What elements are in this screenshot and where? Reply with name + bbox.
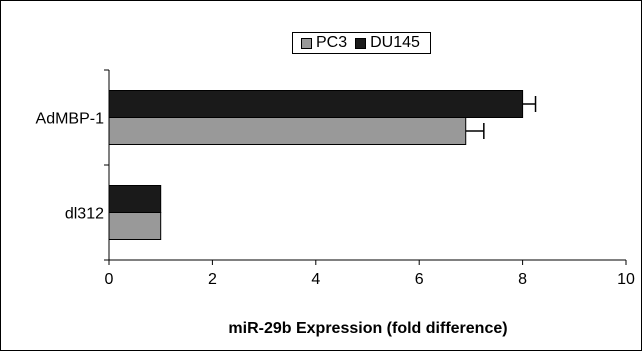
bar-du145-dl312 bbox=[108, 185, 162, 213]
bar-du145-admbp-1 bbox=[108, 90, 524, 118]
x-tick-label-0: 0 bbox=[105, 271, 114, 288]
x-axis-title: miR-29b Expression (fold difference) bbox=[228, 320, 507, 337]
legend-item-du145: DU145 bbox=[355, 34, 420, 52]
bar-pc3-dl312 bbox=[108, 212, 162, 240]
x-tick-label-8: 8 bbox=[518, 271, 527, 288]
x-tick-label-2: 2 bbox=[208, 271, 217, 288]
legend-label-du145: DU145 bbox=[370, 34, 420, 51]
x-tick-label-10: 10 bbox=[617, 271, 635, 288]
legend-label-pc3: PC3 bbox=[316, 34, 348, 51]
legend-swatch-pc3 bbox=[301, 37, 312, 49]
x-tick-label-6: 6 bbox=[415, 271, 424, 288]
chart-legend: PC3 DU145 bbox=[292, 32, 431, 54]
bar-pc3-admbp-1 bbox=[108, 117, 467, 145]
category-label-admbp-1: AdMBP-1 bbox=[36, 111, 105, 128]
x-tick-label-4: 4 bbox=[311, 271, 320, 288]
category-label-dl312: dl312 bbox=[65, 206, 104, 223]
legend-item-pc3: PC3 bbox=[301, 34, 347, 52]
legend-swatch-du145 bbox=[355, 37, 367, 49]
